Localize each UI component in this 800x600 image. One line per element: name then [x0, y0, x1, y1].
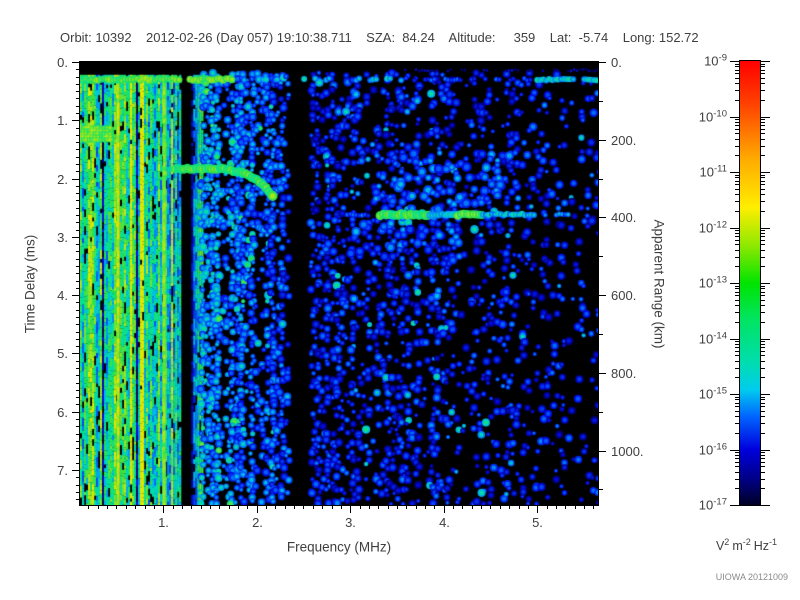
colorbar-units: V2 m-2 Hz-1 — [700, 537, 796, 553]
range-tick-label: 600. — [611, 288, 636, 303]
y-axis-title: Time Delay (ms) — [22, 234, 38, 334]
x-tick-label: 2. — [252, 515, 263, 530]
unit-part: Hz-1 — [753, 537, 778, 554]
colorbar-tick-label: 10-11 — [700, 164, 728, 180]
y-tick-label: 7. — [57, 463, 68, 478]
colorbar-tick-label: 10-15 — [699, 386, 727, 402]
colorbar-tick-label: 10-12 — [699, 220, 727, 236]
x-tick-label: 3. — [345, 515, 356, 530]
colorbar-tick-label: 10-17 — [699, 497, 727, 513]
y-tick-label: 1. — [57, 113, 68, 128]
colorbar-tick-label: 10-10 — [699, 109, 727, 125]
watermark: UIOWA 20121009 — [715, 572, 788, 582]
y-tick-label: 4. — [57, 288, 68, 303]
x-tick-label: 4. — [439, 515, 450, 530]
header-info: Orbit: 10392 2012-02-26 (Day 057) 19:10:… — [60, 30, 699, 45]
y-tick-label: 5. — [57, 346, 68, 361]
range-tick-label: 1000. — [611, 444, 644, 459]
colorbar-gradient — [740, 61, 760, 505]
x-tick-label: 1. — [158, 515, 169, 530]
y-tick-label: 2. — [57, 172, 68, 187]
colorbar-tick-label: 10-16 — [699, 442, 727, 458]
range-tick-label: 200. — [611, 133, 636, 148]
y-tick-label: 0. — [57, 55, 68, 70]
y-tick-label: 3. — [57, 230, 68, 245]
colorbar-tick-label: 10-9 — [704, 53, 727, 69]
range-tick-label: 0. — [611, 55, 622, 70]
y-tick-label: 6. — [57, 405, 68, 420]
right-axis-title: Apparent Range (km) — [651, 219, 667, 349]
colorbar-tick-label: 10-13 — [699, 275, 727, 291]
range-tick-label: 400. — [611, 210, 636, 225]
spectrogram-canvas — [80, 62, 598, 505]
unit-part: m-2 — [732, 537, 751, 554]
x-axis-title: Frequency (MHz) — [286, 539, 392, 555]
range-tick-label: 800. — [611, 366, 636, 381]
x-tick-label: 5. — [532, 515, 543, 530]
unit-part: V2 — [715, 537, 730, 554]
colorbar-tick-label: 10-14 — [699, 331, 727, 347]
